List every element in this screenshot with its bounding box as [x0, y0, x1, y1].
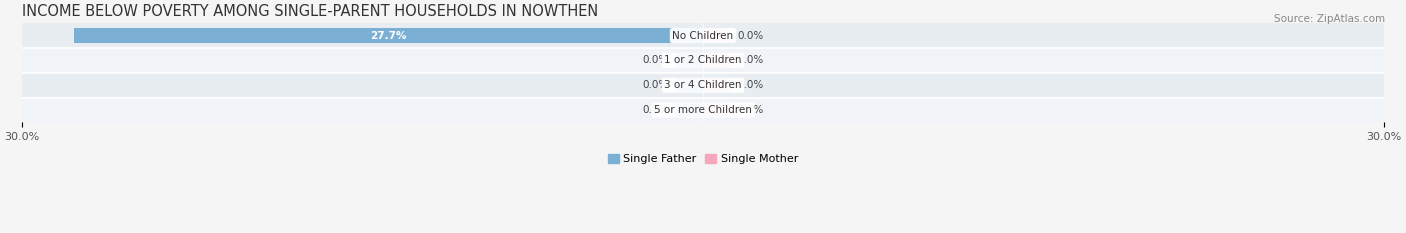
Bar [21, 98, 1385, 123]
Bar [676, 78, 703, 93]
Text: Source: ZipAtlas.com: Source: ZipAtlas.com [1274, 14, 1385, 24]
Legend: Single Father, Single Mother: Single Father, Single Mother [603, 149, 803, 168]
Text: 1 or 2 Children: 1 or 2 Children [664, 55, 742, 65]
Text: 0.0%: 0.0% [737, 55, 763, 65]
Bar [21, 48, 1385, 73]
Text: 5 or more Children: 5 or more Children [654, 105, 752, 115]
Bar [703, 53, 730, 68]
Text: 3 or 4 Children: 3 or 4 Children [664, 80, 742, 90]
Text: 0.0%: 0.0% [737, 31, 763, 41]
Bar [703, 28, 730, 43]
Bar [703, 78, 730, 93]
Text: 0.0%: 0.0% [737, 80, 763, 90]
Bar [676, 53, 703, 68]
Text: No Children: No Children [672, 31, 734, 41]
Text: INCOME BELOW POVERTY AMONG SINGLE-PARENT HOUSEHOLDS IN NOWTHEN: INCOME BELOW POVERTY AMONG SINGLE-PARENT… [21, 4, 598, 19]
Text: 0.0%: 0.0% [643, 80, 669, 90]
Bar [75, 28, 703, 43]
Text: 0.0%: 0.0% [643, 55, 669, 65]
Bar [21, 23, 1385, 48]
Text: 27.7%: 27.7% [370, 31, 406, 41]
Bar [703, 103, 730, 117]
Text: 0.0%: 0.0% [643, 105, 669, 115]
Bar [21, 73, 1385, 98]
Bar [676, 103, 703, 117]
Text: 0.0%: 0.0% [737, 105, 763, 115]
